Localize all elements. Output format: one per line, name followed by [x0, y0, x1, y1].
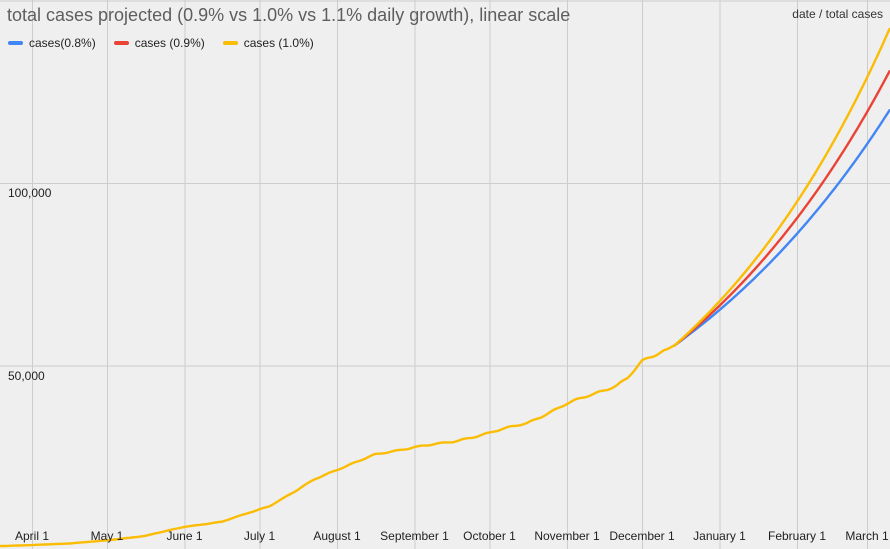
legend-swatch-blue: [8, 41, 23, 45]
projection-line-0[interactable]: [673, 109, 890, 347]
x-tick-label: September 1: [380, 529, 449, 543]
x-tick-label: October 1: [463, 529, 516, 543]
x-tick-label: March 1: [845, 529, 889, 543]
x-tick-label: November 1: [534, 529, 600, 543]
x-tick-label: August 1: [313, 529, 361, 543]
x-tick-label: January 1: [693, 529, 746, 543]
legend-swatch-red: [113, 41, 129, 45]
x-tick-label: July 1: [243, 529, 276, 543]
legend-item-cases-0-8pct[interactable]: cases(0.8%): [8, 36, 96, 50]
legend-item-cases-1-0pct[interactable]: cases (1.0%): [222, 36, 314, 50]
legend: cases(0.8%) cases (0.9%) cases (1.0%): [8, 36, 332, 50]
y-tick-label: 50,000: [8, 368, 45, 383]
projection-line-1[interactable]: [673, 70, 890, 347]
x-tick-label: May 1: [90, 529, 124, 543]
legend-label: cases (1.0%): [243, 36, 314, 50]
legend-label: cases (0.9%): [134, 36, 205, 50]
legend-item-cases-0-9pct[interactable]: cases (0.9%): [113, 36, 205, 50]
x-tick-label: June 1: [166, 529, 203, 543]
x-tick-label: February 1: [767, 529, 827, 543]
x-tick-label: December 1: [609, 529, 675, 543]
historical-line[interactable]: [0, 344, 676, 548]
legend-swatch-yellow: [222, 41, 238, 45]
axis-corner-label: date / total cases: [792, 7, 883, 21]
y-tick-label: 100,000: [8, 186, 52, 200]
legend-label: cases(0.8%): [29, 36, 96, 50]
chart-title: total cases projected (0.9% vs 1.0% vs 1…: [7, 5, 571, 25]
x-tick-label: April 1: [14, 529, 50, 543]
projection-line-2[interactable]: [673, 27, 890, 347]
